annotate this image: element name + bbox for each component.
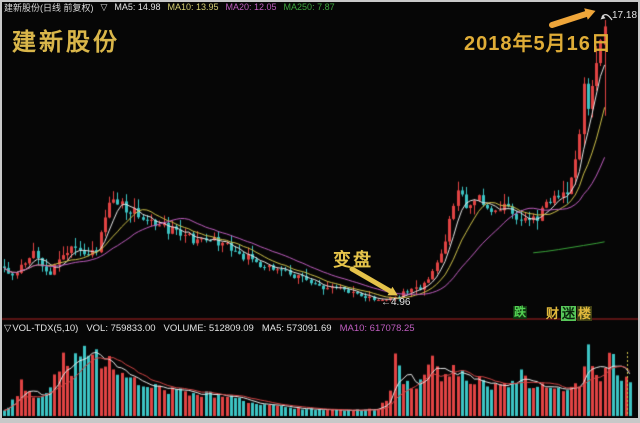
- chart-title: 建新股份(日线 前复权): [4, 2, 94, 13]
- volume-value: VOLUME: 512809.09: [163, 323, 254, 334]
- watermark-char: 迷: [561, 306, 577, 321]
- window-border-right: [638, 0, 640, 423]
- vol-ma5-value: MA5: 573091.69: [261, 323, 332, 334]
- window-border-left: [0, 0, 2, 423]
- chevron-down-icon[interactable]: ▽: [4, 323, 12, 334]
- high-price-marker: 17.18: [612, 10, 638, 21]
- high-pointer-icon: [600, 14, 613, 21]
- volume-header-bar: ▽ VOL-TDX(5,10) VOL: 759833.00 VOLUME: 5…: [4, 322, 415, 335]
- vol-value: VOL: 759833.00: [86, 323, 156, 334]
- window-border-top: [0, 0, 640, 2]
- volume-indicator-name: VOL-TDX(5,10): [12, 323, 79, 334]
- trend-change-label: 变盘: [333, 250, 373, 270]
- ma250-value: MA250: 7.87: [283, 2, 335, 12]
- ma5-value: MA5: 14.98: [114, 2, 161, 12]
- breakout-date-label: 2018年5月16日: [464, 33, 612, 55]
- watermark-char: 财: [546, 306, 560, 321]
- ma20-value: MA20: 12.05: [225, 2, 277, 12]
- fall-status-badge: 跌: [513, 305, 528, 319]
- trend-change-arrow-icon: [349, 266, 398, 296]
- window-border-bottom: [0, 418, 640, 423]
- vol-ma10-value: MA10: 617078.25: [339, 323, 415, 334]
- low-price-marker: ←4.96: [381, 297, 411, 308]
- chart-header-bar: 建新股份(日线 前复权) ▽ MA5: 14.98 MA10: 13.95 MA…: [4, 1, 335, 13]
- breakout-arrow-icon: [549, 8, 596, 28]
- ma10-value: MA10: 13.95: [167, 2, 219, 12]
- chevron-down-icon[interactable]: ▽: [100, 1, 108, 12]
- stock-name-title: 建新股份: [12, 29, 120, 56]
- watermark-char: 楼: [577, 306, 593, 321]
- watermark: 财 迷 楼: [545, 306, 593, 321]
